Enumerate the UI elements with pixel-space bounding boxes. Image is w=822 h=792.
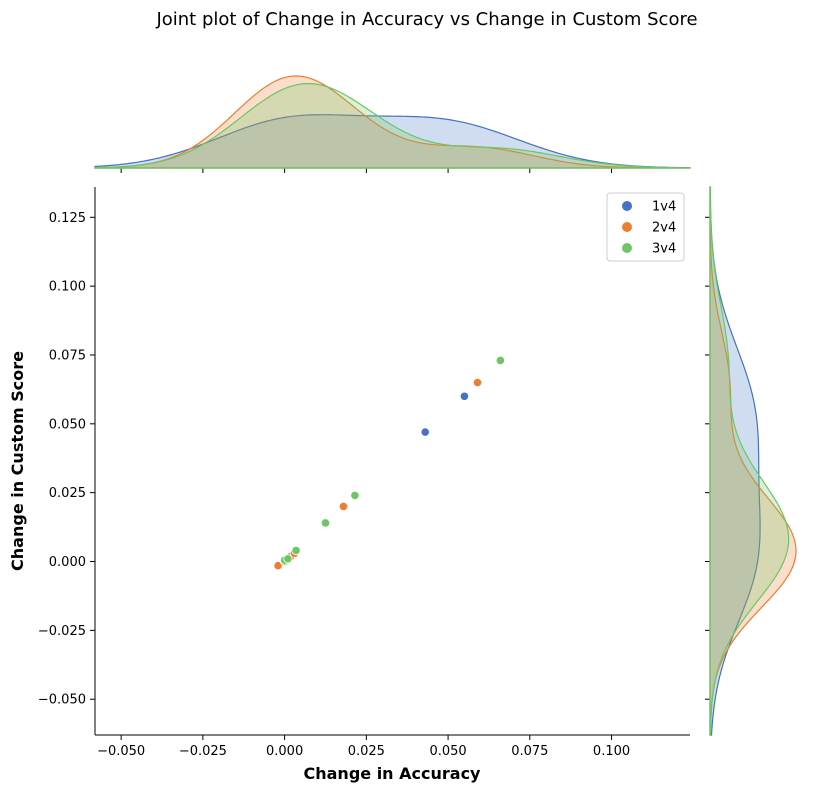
y-tick-label: 0.050: [49, 417, 86, 432]
scatter-points: [273, 355, 505, 571]
chart-title: Joint plot of Change in Accuracy vs Chan…: [155, 9, 697, 30]
legend-marker-3v4: [622, 243, 632, 253]
x-tick-label: −0.025: [179, 744, 227, 759]
x-tick-label: 0.100: [593, 744, 630, 759]
y-tick-label: 0.075: [49, 348, 86, 363]
x-tick-label: −0.050: [97, 744, 145, 759]
y-axis-label: Change in Custom Score: [8, 351, 27, 571]
y-tick-label: 0.025: [49, 486, 86, 501]
x-tick-label: 0.075: [511, 744, 548, 759]
legend-marker-2v4: [622, 222, 632, 232]
scatter-axes: −0.050 −0.025 0.000 0.025 0.050 0.075 0.100 −0.…: [38, 187, 690, 759]
x-tick-label: 0.050: [429, 744, 466, 759]
top-kde-2v4: [94, 75, 691, 169]
scatter-point-1v4: [459, 391, 470, 401]
right-marginal-kde: [705, 186, 797, 736]
scatter-point-3v4: [320, 518, 331, 528]
top-kde-3v4: [94, 82, 691, 169]
scatter-point-3v4: [495, 355, 505, 366]
y-tick-label: 0.125: [49, 211, 86, 226]
scatter-point-2v4: [338, 501, 349, 512]
scatter-point-3v4: [291, 545, 301, 556]
legend-label-2v4: 2v4: [652, 221, 676, 236]
x-tick-label: 0.025: [348, 744, 385, 759]
right-kde-2v4: [709, 186, 797, 736]
y-tick-label: −0.025: [38, 624, 86, 639]
scatter-point-2v4: [273, 561, 283, 571]
top-marginal-kde: [94, 75, 691, 173]
scatter-point-3v4: [350, 490, 360, 501]
right-kde-3v4: [709, 186, 790, 736]
scatter-point-1v4: [420, 427, 430, 437]
x-tick-label: 0.000: [266, 744, 303, 759]
y-tick-label: −0.050: [38, 693, 86, 708]
legend-label-1v4: 1v4: [652, 200, 676, 215]
legend-marker-1v4: [622, 201, 632, 211]
y-tick-label: 0.000: [49, 555, 86, 570]
legend-label-3v4: 3v4: [652, 242, 676, 257]
legend: 1v4 2v4 3v4: [606, 192, 685, 262]
scatter-point-3v4: [283, 554, 293, 564]
x-axis-label: Change in Accuracy: [304, 764, 482, 783]
y-tick-label: 0.100: [49, 280, 86, 295]
scatter-point-2v4: [472, 377, 483, 388]
